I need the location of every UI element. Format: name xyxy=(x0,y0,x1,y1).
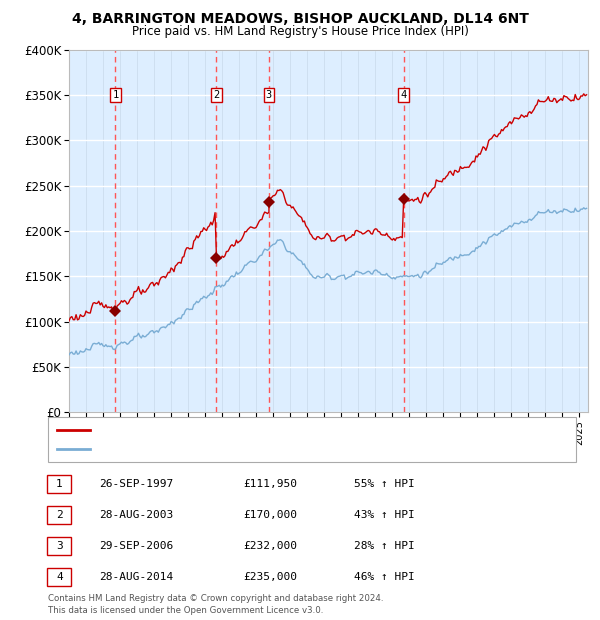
Text: 26-SEP-1997: 26-SEP-1997 xyxy=(99,479,173,489)
Text: 28-AUG-2014: 28-AUG-2014 xyxy=(99,572,173,582)
Text: 3: 3 xyxy=(266,90,272,100)
Text: 1: 1 xyxy=(56,479,63,489)
Text: 46% ↑ HPI: 46% ↑ HPI xyxy=(354,572,415,582)
Text: 28% ↑ HPI: 28% ↑ HPI xyxy=(354,541,415,551)
Text: £235,000: £235,000 xyxy=(243,572,297,582)
Text: £170,000: £170,000 xyxy=(243,510,297,520)
Text: HPI: Average price, detached house, County Durham: HPI: Average price, detached house, Coun… xyxy=(97,445,361,454)
Text: Contains HM Land Registry data © Crown copyright and database right 2024.
This d: Contains HM Land Registry data © Crown c… xyxy=(48,594,383,615)
Text: 4: 4 xyxy=(56,572,63,582)
Text: 4: 4 xyxy=(400,90,407,100)
Text: Price paid vs. HM Land Registry's House Price Index (HPI): Price paid vs. HM Land Registry's House … xyxy=(131,25,469,38)
Text: £232,000: £232,000 xyxy=(243,541,297,551)
Text: 1: 1 xyxy=(112,90,119,100)
Text: 2: 2 xyxy=(213,90,220,100)
Text: 4, BARRINGTON MEADOWS, BISHOP AUCKLAND, DL14 6NT (detached house): 4, BARRINGTON MEADOWS, BISHOP AUCKLAND, … xyxy=(97,425,481,435)
Text: 43% ↑ HPI: 43% ↑ HPI xyxy=(354,510,415,520)
Text: 3: 3 xyxy=(56,541,63,551)
Text: 29-SEP-2006: 29-SEP-2006 xyxy=(99,541,173,551)
Text: 55% ↑ HPI: 55% ↑ HPI xyxy=(354,479,415,489)
Text: 2: 2 xyxy=(56,510,63,520)
Text: 4, BARRINGTON MEADOWS, BISHOP AUCKLAND, DL14 6NT: 4, BARRINGTON MEADOWS, BISHOP AUCKLAND, … xyxy=(71,12,529,27)
Text: £111,950: £111,950 xyxy=(243,479,297,489)
Text: 28-AUG-2003: 28-AUG-2003 xyxy=(99,510,173,520)
